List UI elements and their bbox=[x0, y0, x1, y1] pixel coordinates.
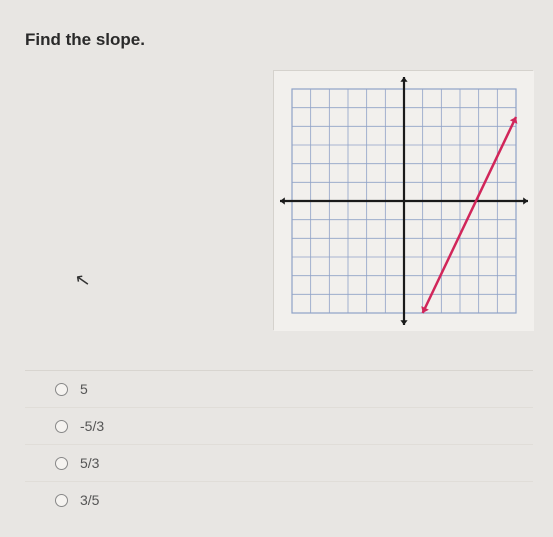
radio-icon bbox=[55, 494, 68, 507]
left-space: ↖ bbox=[25, 70, 273, 330]
options-list: 5 -5/3 5/3 3/5 bbox=[25, 370, 533, 518]
question-text: Find the slope. bbox=[25, 30, 533, 50]
option-label: 5/3 bbox=[80, 455, 99, 471]
option-label: -5/3 bbox=[80, 418, 104, 434]
option-3[interactable]: 3/5 bbox=[25, 482, 533, 518]
cursor-icon: ↖ bbox=[73, 269, 92, 292]
option-label: 5 bbox=[80, 381, 88, 397]
option-label: 3/5 bbox=[80, 492, 99, 508]
radio-icon bbox=[55, 457, 68, 470]
option-2[interactable]: 5/3 bbox=[25, 445, 533, 482]
option-1[interactable]: -5/3 bbox=[25, 408, 533, 445]
slope-chart bbox=[273, 70, 533, 330]
option-0[interactable]: 5 bbox=[25, 371, 533, 408]
radio-icon bbox=[55, 383, 68, 396]
radio-icon bbox=[55, 420, 68, 433]
content-row: ↖ bbox=[25, 70, 533, 330]
